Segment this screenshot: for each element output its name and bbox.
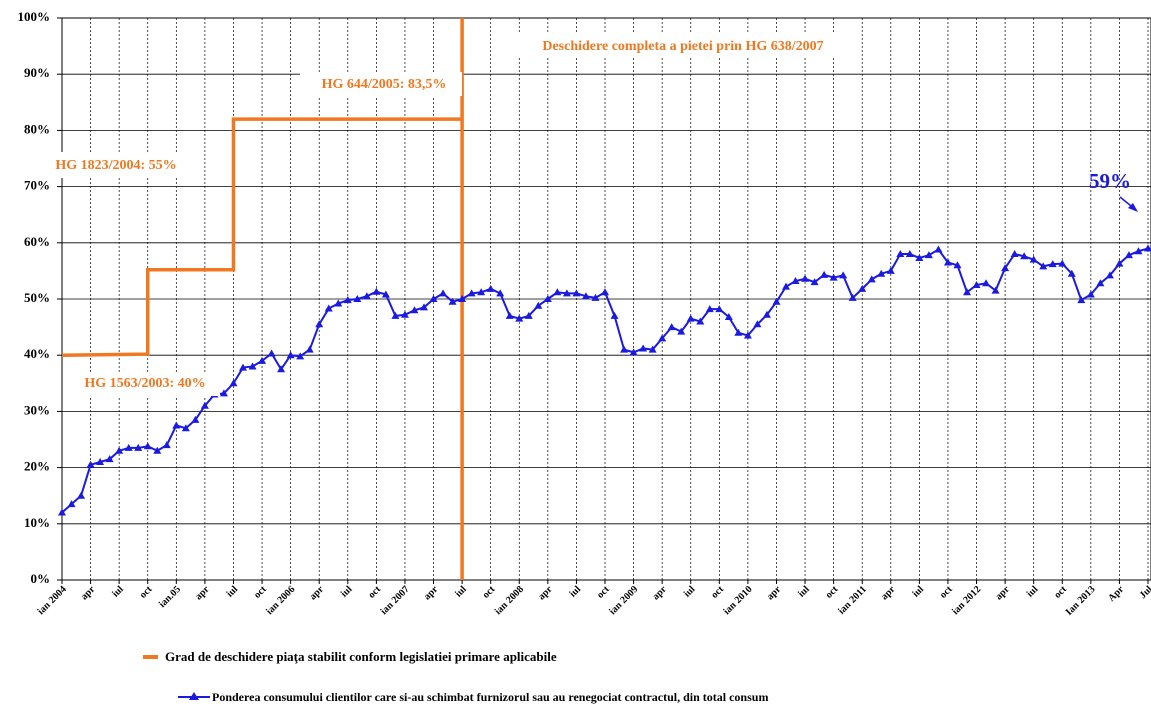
annotation: HG 1823/2004: 55% <box>55 158 176 173</box>
y-tick-label: 40% <box>24 346 50 361</box>
annotation: HG 644/2005: 83,5% <box>322 77 447 92</box>
legend-label: Ponderea consumului clientilor care si-a… <box>212 690 768 704</box>
y-tick-label: 20% <box>24 459 50 474</box>
y-tick-label: 60% <box>24 234 50 249</box>
y-tick-label: 100% <box>18 9 51 24</box>
y-tick-label: 0% <box>31 571 51 586</box>
y-tick-label: 90% <box>24 65 50 80</box>
y-tick-label: 70% <box>24 178 50 193</box>
annotation: Deschidere completa a pietei prin HG 638… <box>542 39 823 54</box>
legend-label: Grad de deschidere piaţa stabilit confor… <box>165 649 557 664</box>
annotation: 59% <box>1089 169 1131 193</box>
y-tick-label: 80% <box>24 121 50 136</box>
annotation: HG 1563/2003: 40% <box>84 376 205 391</box>
y-tick-label: 10% <box>24 515 50 530</box>
y-tick-label: 30% <box>24 402 50 417</box>
y-tick-label: 50% <box>24 290 50 305</box>
